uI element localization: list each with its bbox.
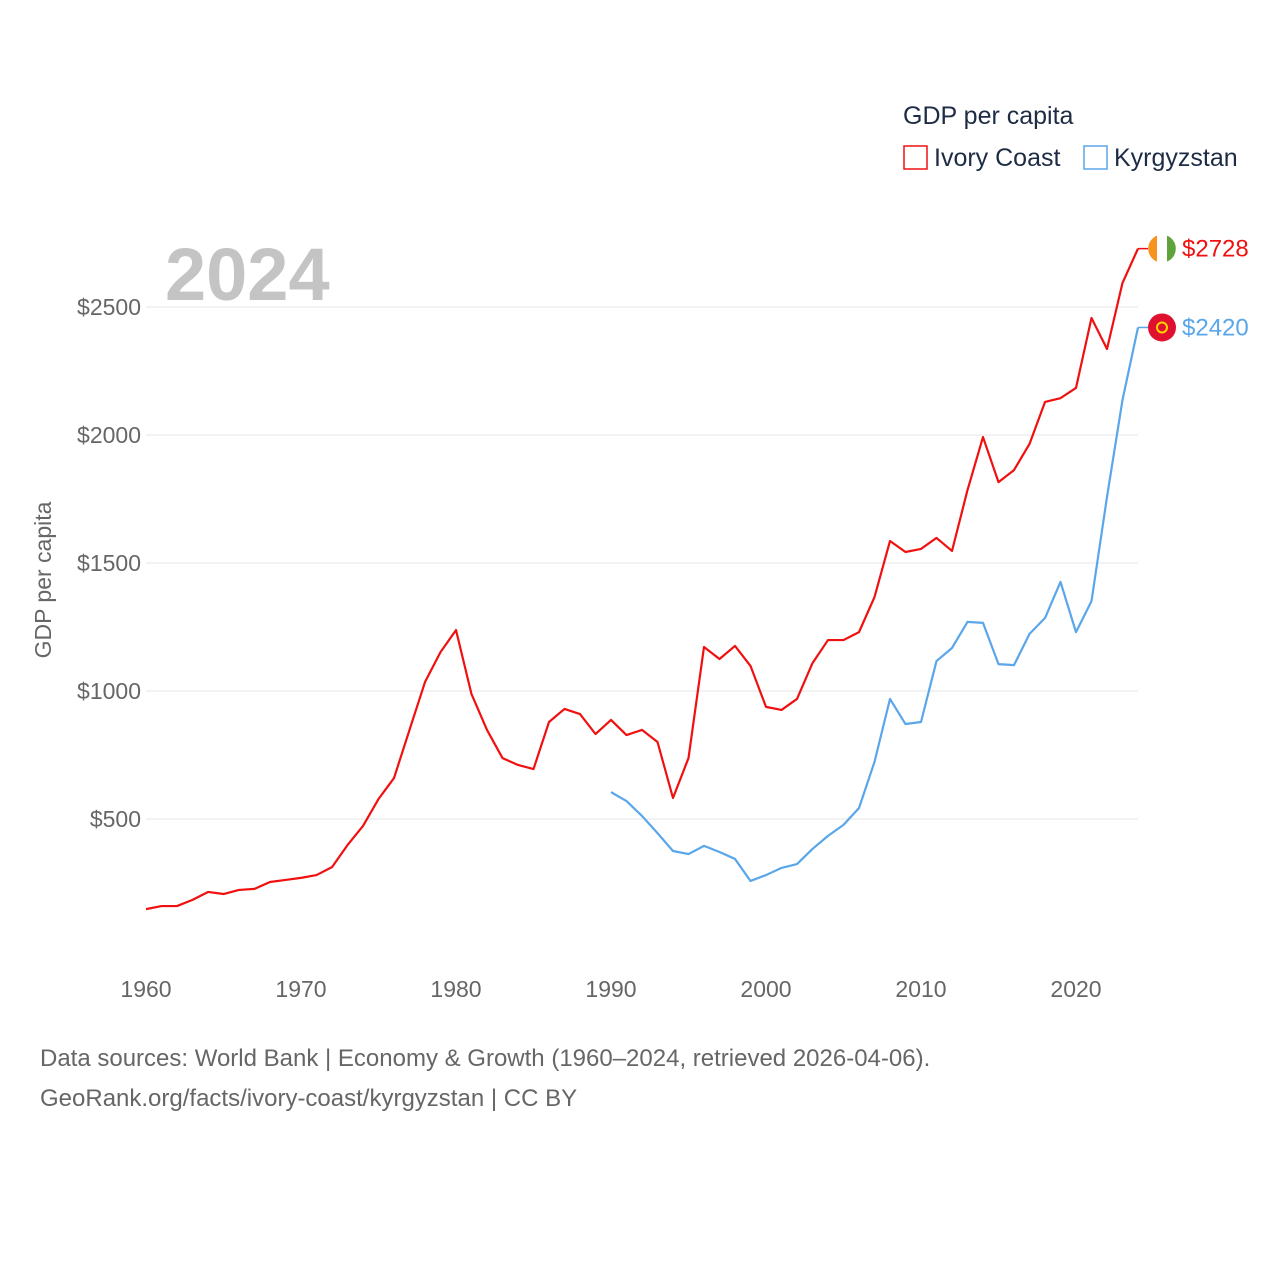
y-tick-label: $2500 [77, 294, 141, 320]
x-tick-label: 2010 [895, 976, 946, 1002]
x-tick-label: 2020 [1050, 976, 1101, 1002]
y-tick-label: $500 [90, 806, 141, 832]
flag-orange [1148, 235, 1157, 262]
x-tick-label: 1970 [275, 976, 326, 1002]
legend-title: GDP per capita [903, 102, 1074, 130]
series-line-kyrgyzstan [610, 327, 1140, 883]
x-tick-label: 1960 [120, 976, 171, 1002]
legend-item-ivory-coast[interactable]: Ivory Coast [903, 144, 1060, 172]
y-tick-label: $2000 [77, 422, 141, 448]
x-tick-label: 1990 [585, 976, 636, 1002]
end-value-label: $2728 [1182, 236, 1249, 263]
flag-green [1167, 235, 1176, 262]
source-line-1: Data sources: World Bank | Economy & Gro… [40, 1045, 931, 1072]
year-label: 2024 [165, 233, 330, 316]
y-tick-label: $1000 [77, 678, 141, 704]
kyrgyzstan-flag-icon [1148, 313, 1176, 342]
flag-bg [1148, 313, 1176, 342]
legend-label: Ivory Coast [934, 144, 1060, 172]
series-line-ivory-coast [145, 248, 1140, 911]
x-tick-label: 1980 [430, 976, 481, 1002]
ivory-coast-flag-icon [1148, 234, 1176, 263]
x-tick-label: 2000 [740, 976, 791, 1002]
flag-sun [1156, 321, 1168, 334]
y-tick-label: $1500 [77, 550, 141, 576]
legend-label: Kyrgyzstan [1114, 144, 1238, 172]
source-line-2[interactable]: GeoRank.org/facts/ivory-coast/kyrgyzstan… [40, 1085, 578, 1112]
legend-item-kyrgyzstan[interactable]: Kyrgyzstan [1083, 144, 1238, 172]
y-axis-label: GDP per capita [30, 501, 56, 658]
end-value-label: $2420 [1182, 314, 1249, 341]
